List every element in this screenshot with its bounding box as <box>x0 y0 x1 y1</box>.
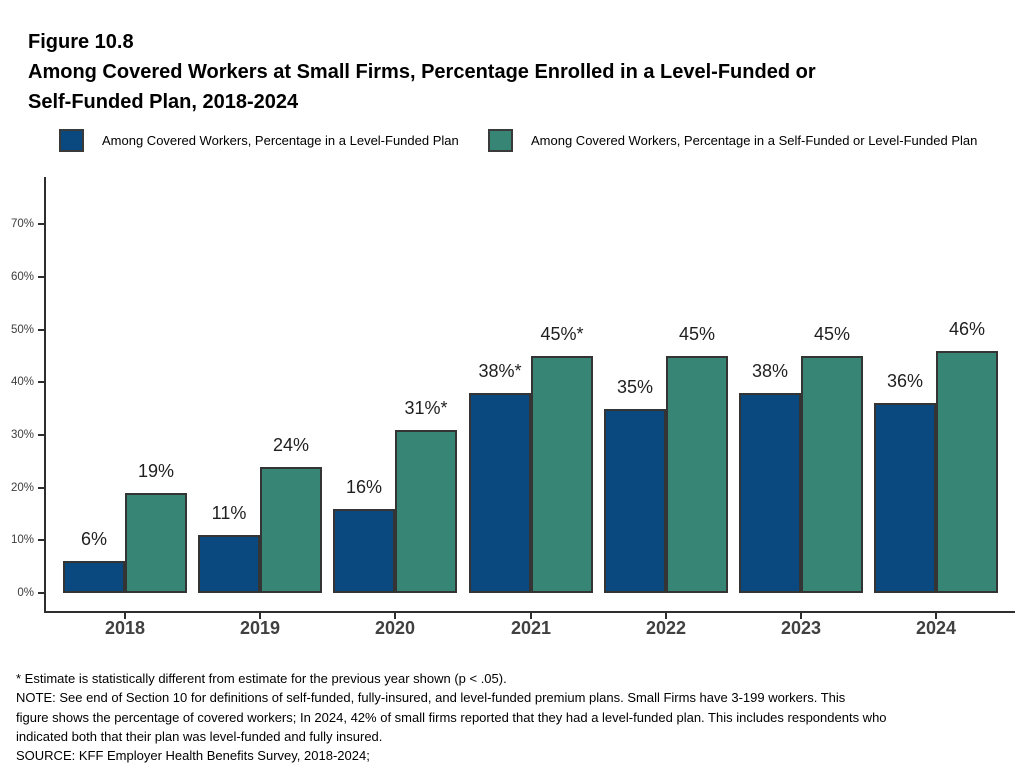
y-axis-tick-label: 0% <box>17 587 34 599</box>
x-axis-tick <box>665 613 667 619</box>
x-axis-label-2023: 2023 <box>780 618 822 638</box>
x-axis-label-2020: 2020 <box>374 618 416 638</box>
y-axis-tick-label: 60% <box>10 271 34 283</box>
footnote-note-line-2: figure shows the percentage of covered w… <box>16 709 887 725</box>
x-axis-tick <box>394 613 396 619</box>
bar-level-funded-2021 <box>469 393 531 593</box>
y-axis-tick <box>38 539 44 541</box>
bar-value-label-self-or-level-funded-2024: 46% <box>948 319 986 339</box>
bar-value-label-level-funded-2020: 16% <box>345 477 383 497</box>
x-axis-tick <box>259 613 261 619</box>
y-axis-tick <box>38 592 44 594</box>
y-axis-tick-label: 10% <box>10 534 34 546</box>
footnote-note-line-1: NOTE: See end of Section 10 for definiti… <box>16 690 846 706</box>
legend-swatch-self-or-level-funded <box>488 129 513 152</box>
x-axis-label-2021: 2021 <box>510 618 552 638</box>
y-axis-line <box>44 177 46 613</box>
bar-self-or-level-funded-2019 <box>260 467 322 593</box>
x-axis-label-2018: 2018 <box>104 618 146 638</box>
y-axis-tick-label: 50% <box>10 324 34 336</box>
footnotes: * Estimate is statistically different fr… <box>16 669 996 765</box>
y-axis-tick-label: 40% <box>10 376 34 388</box>
bar-self-or-level-funded-2020 <box>395 430 457 593</box>
x-axis-tick <box>530 613 532 619</box>
bar-value-label-level-funded-2021: 38%* <box>478 361 522 381</box>
bar-self-or-level-funded-2023 <box>801 356 863 593</box>
bar-level-funded-2022 <box>604 409 666 593</box>
bar-value-label-level-funded-2022: 35% <box>616 377 654 397</box>
y-axis-tick <box>38 276 44 278</box>
x-axis-tick <box>800 613 802 619</box>
footnote-asterisk: * Estimate is statistically different fr… <box>16 671 507 686</box>
y-axis-tick-label: 30% <box>10 429 34 441</box>
y-axis-tick-label: 70% <box>10 218 34 230</box>
bar-self-or-level-funded-2021 <box>531 356 593 593</box>
bar-self-or-level-funded-2022 <box>666 356 728 593</box>
legend-label-level-funded: Among Covered Workers, Percentage in a L… <box>102 133 459 148</box>
bar-value-label-level-funded-2018: 6% <box>80 529 107 549</box>
footnote-note-line-3: indicated both that their plan was level… <box>16 728 383 744</box>
y-axis-tick-label: 20% <box>10 482 34 494</box>
bar-level-funded-2024 <box>874 403 936 593</box>
legend-item-self-or-level-funded: Among Covered Workers, Percentage in a S… <box>488 129 977 152</box>
bar-value-label-self-or-level-funded-2022: 45% <box>678 324 716 344</box>
bar-value-label-self-or-level-funded-2020: 31%* <box>404 398 448 418</box>
bar-value-label-level-funded-2019: 11% <box>211 503 247 523</box>
figure-title-line-2: Self-Funded Plan, 2018-2024 <box>28 91 299 113</box>
legend-swatch-level-funded <box>59 129 84 152</box>
bar-level-funded-2020 <box>333 509 395 593</box>
bar-value-label-self-or-level-funded-2021: 45%* <box>540 324 584 344</box>
y-axis-tick <box>38 487 44 489</box>
x-axis-tick <box>935 613 937 619</box>
figure-number: Figure 10.8 <box>28 31 134 53</box>
bar-level-funded-2023 <box>739 393 801 593</box>
y-axis-tick <box>38 223 44 225</box>
bar-level-funded-2019 <box>198 535 260 593</box>
y-axis-tick <box>38 434 44 436</box>
bar-value-label-level-funded-2023: 38% <box>751 361 789 381</box>
x-axis-label-2024: 2024 <box>915 618 957 638</box>
bar-value-label-self-or-level-funded-2018: 19% <box>137 461 175 481</box>
x-axis-label-2022: 2022 <box>645 618 687 638</box>
figure-title-block: Figure 10.8 Among Covered Workers at Sma… <box>28 27 816 117</box>
bar-self-or-level-funded-2024 <box>936 351 998 593</box>
x-axis-line <box>44 611 1015 613</box>
x-axis-tick <box>124 613 126 619</box>
figure-title-line-1: Among Covered Workers at Small Firms, Pe… <box>28 61 816 83</box>
bar-self-or-level-funded-2018 <box>125 493 187 593</box>
x-axis-label-2019: 2019 <box>239 618 281 638</box>
y-axis-tick <box>38 329 44 331</box>
legend-item-level-funded: Among Covered Workers, Percentage in a L… <box>59 129 459 152</box>
bar-level-funded-2018 <box>63 561 125 593</box>
bar-value-label-self-or-level-funded-2019: 24% <box>272 435 310 455</box>
bar-value-label-self-or-level-funded-2023: 45% <box>813 324 851 344</box>
y-axis-tick <box>38 381 44 383</box>
legend-label-self-or-level-funded: Among Covered Workers, Percentage in a S… <box>531 133 978 148</box>
bar-value-label-level-funded-2024: 36% <box>886 371 924 391</box>
footnote-source: SOURCE: KFF Employer Health Benefits Sur… <box>16 748 370 764</box>
